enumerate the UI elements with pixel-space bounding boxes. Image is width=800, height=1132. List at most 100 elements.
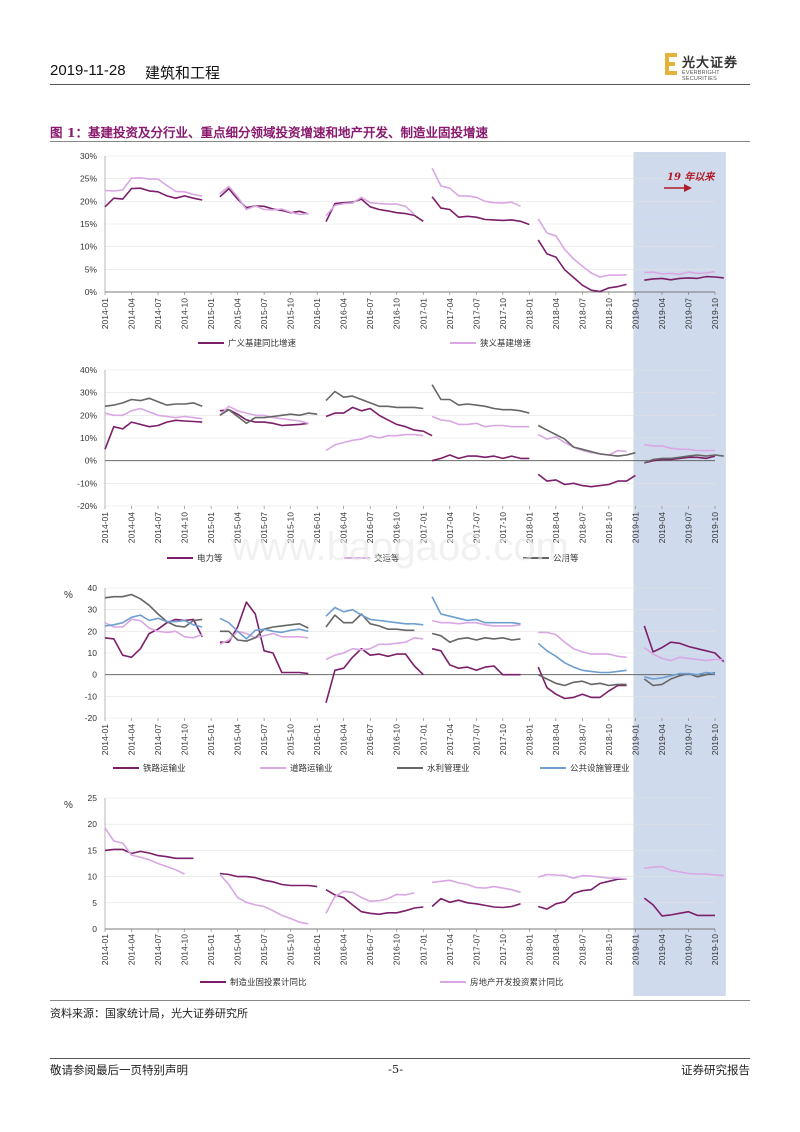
x-tick-label: 2016-04 xyxy=(339,298,349,329)
x-tick-label: 2014-01 xyxy=(100,724,110,755)
figure-title-divider xyxy=(50,141,750,142)
x-tick-label: 2018-01 xyxy=(524,298,534,329)
series-4-2 xyxy=(104,827,724,925)
series-line-segment xyxy=(325,636,424,661)
x-tick-label: 2019-10 xyxy=(710,724,720,755)
series-line-segment xyxy=(325,406,433,437)
series-line-segment xyxy=(104,827,185,875)
x-tick-label: 2018-10 xyxy=(604,724,614,755)
report-date: 2019-11-28 xyxy=(50,62,126,79)
series-line-segment xyxy=(325,433,424,452)
page-number: -5- xyxy=(388,1062,404,1076)
x-tick-label: 2017-10 xyxy=(498,512,508,543)
series-2-3 xyxy=(104,384,724,464)
series-4-1 xyxy=(104,848,715,917)
y-tick-label: 30% xyxy=(80,151,97,161)
series-line-segment xyxy=(537,218,627,278)
series-line-segment xyxy=(104,187,203,208)
y-axis-unit: % xyxy=(64,800,73,811)
arrow-head-icon xyxy=(684,184,692,192)
x-tick-label: 2015-01 xyxy=(206,512,216,543)
x-tick-label: 2018-10 xyxy=(604,934,614,965)
x-tick-label: 2017-07 xyxy=(471,724,481,755)
series-line-segment xyxy=(643,646,724,662)
x-tick-label: 2017-01 xyxy=(418,934,428,965)
x-tick-label: 2018-04 xyxy=(551,512,561,543)
series-line-segment xyxy=(537,673,627,687)
y-tick-label: 40 xyxy=(88,583,98,593)
series-line-segment xyxy=(643,897,715,917)
x-tick-label: 2015-07 xyxy=(259,934,269,965)
x-tick-label: 2017-01 xyxy=(418,512,428,543)
x-tick-label: 2017-10 xyxy=(498,934,508,965)
x-tick-label: 2017-07 xyxy=(471,934,481,965)
chart-panel-3: -20 -10 0 10 20 30 40% 2014-01 2014-04 2014-07 201… xyxy=(64,583,725,773)
x-tick-label: 2019-01 xyxy=(630,512,640,543)
x-tick-label: 2019-10 xyxy=(710,512,720,543)
series-line-segment xyxy=(325,390,424,410)
y-tick-label: 10 xyxy=(88,872,98,882)
x-tick-label: 2018-10 xyxy=(604,512,614,543)
figure-title: 图 1：基建投资及分行业、重点细分领域投资增速和地产开发、制造业固投增速 xyxy=(50,125,489,140)
x-tick-label: 2018-01 xyxy=(524,512,534,543)
series-line-segment xyxy=(537,473,636,488)
series-line-segment xyxy=(431,167,521,208)
series-line-segment xyxy=(325,889,424,916)
x-tick-label: 2019-04 xyxy=(657,934,667,965)
series-line-segment xyxy=(644,455,716,464)
everbright-logo-icon xyxy=(665,53,677,75)
x-tick-label: 2014-10 xyxy=(180,724,190,755)
x-tick-label: 2016-07 xyxy=(365,724,375,755)
x-tick-label: 2019-04 xyxy=(657,724,667,755)
legend-label: 公共设施管理业 xyxy=(570,763,630,773)
footer-divider xyxy=(50,1058,750,1059)
x-tick-label: 2018-07 xyxy=(577,724,587,755)
series-1-2 xyxy=(104,167,716,278)
series-line-segment xyxy=(219,408,318,425)
y-tick-label: -20 xyxy=(85,713,98,723)
x-tick-label: 2019-07 xyxy=(683,298,693,329)
x-tick-label: 2017-04 xyxy=(445,512,455,543)
x-tick-label: 2015-01 xyxy=(206,724,216,755)
x-tick-label: 2015-04 xyxy=(233,512,243,543)
x-tick-label: 2014-04 xyxy=(127,724,137,755)
x-tick-label: 2016-10 xyxy=(392,298,402,329)
x-tick-label: 2014-07 xyxy=(153,512,163,543)
footer-disclaimer: 敬请参阅最后一页特别声明 xyxy=(50,1063,188,1077)
x-tick-label: 2014-04 xyxy=(127,298,137,329)
series-3-2 xyxy=(104,618,724,662)
x-tick-label: 2016-01 xyxy=(312,512,322,543)
y-tick-label: 40% xyxy=(80,365,97,375)
y-tick-label: 25% xyxy=(80,174,97,184)
y-tick-label: 30% xyxy=(80,388,97,398)
x-tick-label: 2015-07 xyxy=(259,298,269,329)
y-tick-label: 0% xyxy=(85,456,98,466)
series-line-segment xyxy=(643,625,725,663)
y-tick-label: 10 xyxy=(88,648,98,658)
x-tick-label: 2015-01 xyxy=(206,298,216,329)
x-tick-label: 2015-10 xyxy=(286,298,296,329)
logo-text-en: EVERBRIGHT SECURITIES xyxy=(682,70,720,82)
series-line-segment xyxy=(219,872,318,888)
series-line-segment xyxy=(431,596,521,625)
x-tick-label: 2018-04 xyxy=(551,934,561,965)
since-2019-highlight-band xyxy=(633,152,726,996)
x-tick-label: 2016-04 xyxy=(339,512,349,543)
chart-panel-1: 0% 5% 10% 15% 20% 25% 30% 2014-01 2014-04 2014-07… xyxy=(80,151,724,348)
series-3-1 xyxy=(104,601,725,704)
y-tick-label: 5 xyxy=(92,898,97,908)
x-tick-label: 2017-04 xyxy=(445,934,455,965)
series-line-segment xyxy=(104,407,203,420)
y-tick-label: 15 xyxy=(88,845,98,855)
watermark: www.baogao8.com xyxy=(230,525,569,569)
series-line-segment xyxy=(537,873,627,880)
series-line-segment xyxy=(644,270,716,276)
logo: 光大证券 EVERBRIGHT SECURITIES xyxy=(664,50,750,82)
x-tick-label: 2016-04 xyxy=(339,934,349,965)
series-line-segment xyxy=(537,424,636,457)
series-line-segment xyxy=(644,865,724,877)
x-tick-label: 2015-04 xyxy=(233,298,243,329)
y-tick-label: 0% xyxy=(85,287,98,297)
series-line-segment xyxy=(644,444,715,452)
y-axis-unit: % xyxy=(64,590,73,601)
